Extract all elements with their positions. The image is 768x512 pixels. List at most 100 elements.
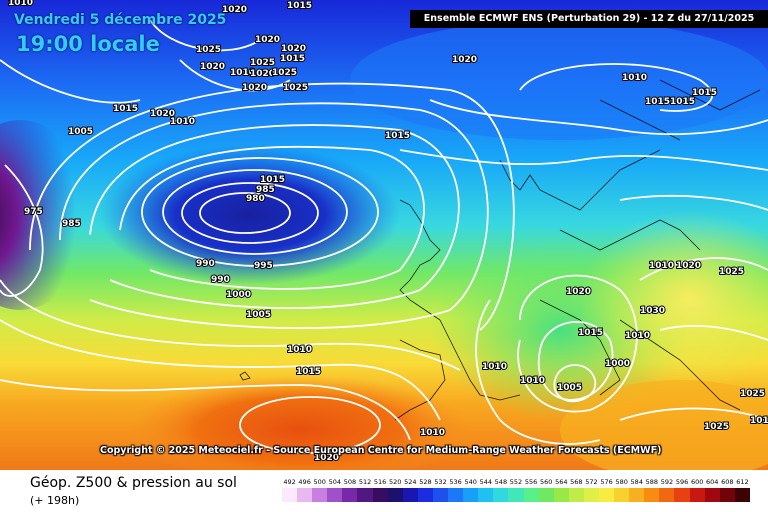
scale-color-bar — [282, 488, 750, 502]
scale-swatch — [553, 488, 569, 502]
scale-swatch — [312, 488, 328, 502]
scale-swatch — [523, 488, 539, 502]
lead-time: (+ 198h) — [30, 494, 80, 507]
isobar-label: 1020 — [242, 83, 267, 93]
copyright-notice: Copyright © 2025 Meteociel.fr - Source E… — [100, 445, 662, 456]
scale-label: 512 — [358, 478, 372, 486]
scale-swatch — [614, 488, 630, 502]
scale-label: 600 — [690, 478, 704, 486]
isobar-label: 1010 — [170, 117, 195, 127]
scale-label: 544 — [479, 478, 492, 486]
scale-label: 568 — [570, 478, 583, 486]
isobar-label: 1015 — [670, 97, 695, 107]
scale-swatch — [704, 488, 720, 502]
scale-swatch — [734, 488, 750, 502]
scale-swatch — [417, 488, 433, 502]
scale-label: 604 — [706, 478, 719, 486]
model-run-info: Ensemble ECMWF ENS (Perturbation 29) - 1… — [410, 10, 768, 28]
forecast-date: Vendredi 5 décembre 2025 — [14, 12, 227, 28]
isobar-labels: 1010 1020 1015 1020 1025 1020 1015 1020 … — [7, 0, 768, 464]
scale-label: 524 — [404, 478, 417, 486]
scale-label: 608 — [721, 478, 734, 486]
scale-swatch — [719, 488, 735, 502]
isobar-label: 1005 — [246, 310, 271, 320]
scale-label: 560 — [539, 478, 553, 486]
scale-swatch — [342, 488, 358, 502]
scale-label: 548 — [494, 478, 508, 486]
scale-swatch — [372, 488, 388, 502]
scale-swatch — [432, 488, 449, 502]
scale-label: 500 — [313, 478, 326, 486]
isobar-label: 985 — [62, 219, 81, 229]
scale-label: 496 — [298, 478, 311, 486]
isobar-label: 1015 — [750, 416, 768, 426]
scale-label: 528 — [419, 478, 432, 486]
scale-swatch — [297, 488, 313, 502]
scale-label: 564 — [555, 478, 568, 486]
isobar-label: 1020 — [281, 44, 306, 54]
forecast-local-time: 19:00 locale — [16, 32, 160, 56]
isobar-label: 1020 — [250, 69, 275, 79]
isobar-label: 1015 — [280, 54, 305, 64]
scale-label: 584 — [630, 478, 643, 486]
scale-label: 580 — [615, 478, 628, 486]
map-footer: Géop. Z500 & pression au sol (+ 198h) 49… — [0, 470, 768, 512]
scale-swatch — [282, 488, 298, 502]
scale-label: 556 — [524, 478, 538, 486]
scale-swatch — [598, 488, 615, 502]
isobar-label: 1015 — [692, 88, 717, 98]
scale-label: 596 — [675, 478, 689, 486]
scale-label: 592 — [660, 478, 674, 486]
isobar-label: 1000 — [226, 290, 251, 300]
scale-label: 492 — [283, 478, 296, 486]
isobar-label: 1020 — [314, 453, 339, 463]
scale-label: 612 — [736, 478, 749, 486]
isobar-label: 1025 — [272, 68, 297, 78]
scale-label: 520 — [389, 478, 402, 486]
isobar-label: 1020 — [222, 5, 247, 15]
isobar-label: 1005 — [557, 383, 582, 393]
scale-swatch — [327, 488, 343, 502]
scale-swatch — [448, 488, 464, 502]
scale-label: 588 — [645, 478, 659, 486]
isobar-label: 1010 — [287, 345, 312, 355]
isobar-label: 1020 — [452, 55, 477, 65]
isobar-label: 1025 — [740, 389, 765, 399]
product-title: Géop. Z500 & pression au sol — [30, 475, 237, 491]
scale-label: 504 — [328, 478, 342, 486]
scale-swatch — [478, 488, 494, 502]
scale-swatch — [357, 488, 373, 502]
isobar-label: 1015 — [385, 131, 410, 141]
isobar-label: 1020 — [566, 287, 591, 297]
weather-map: 1010 1020 1015 1020 1025 1020 1015 1020 … — [0, 0, 768, 470]
isobar-label: 1025 — [719, 267, 744, 277]
isobar-label: 1000 — [605, 359, 630, 369]
isobar-label: 1005 — [68, 127, 93, 137]
scale-swatch — [629, 488, 645, 502]
scale-label: 508 — [343, 478, 357, 486]
scale-label: 540 — [464, 478, 477, 486]
isobar-label: 1020 — [255, 35, 280, 45]
isobar-label: 1015 — [113, 104, 138, 114]
scale-swatch — [568, 488, 584, 502]
isobar-label: 1010 — [8, 0, 33, 8]
isobar-label: 1015 — [287, 1, 312, 11]
isobar-label: 1025 — [283, 83, 308, 93]
scale-label: 516 — [373, 478, 387, 486]
scale-swatch — [538, 488, 554, 502]
isobar-label: 1010 — [649, 261, 674, 271]
scale-swatch — [674, 488, 690, 502]
scale-swatch — [493, 488, 509, 502]
isobar-label: 1010 — [520, 376, 545, 386]
isobar-label: 985 — [256, 185, 275, 195]
isobar-label: 1030 — [640, 306, 665, 316]
scale-label: 572 — [585, 478, 598, 486]
isobar-label: 1010 — [625, 331, 650, 341]
scale-swatch — [387, 488, 403, 502]
isobars — [0, 19, 768, 454]
scale-label: 576 — [600, 478, 613, 486]
isobar-label: 1020 — [676, 261, 701, 271]
isobar-label: 1020 — [150, 109, 175, 119]
isobar-label: 1015 — [645, 97, 670, 107]
scale-swatch — [463, 488, 479, 502]
